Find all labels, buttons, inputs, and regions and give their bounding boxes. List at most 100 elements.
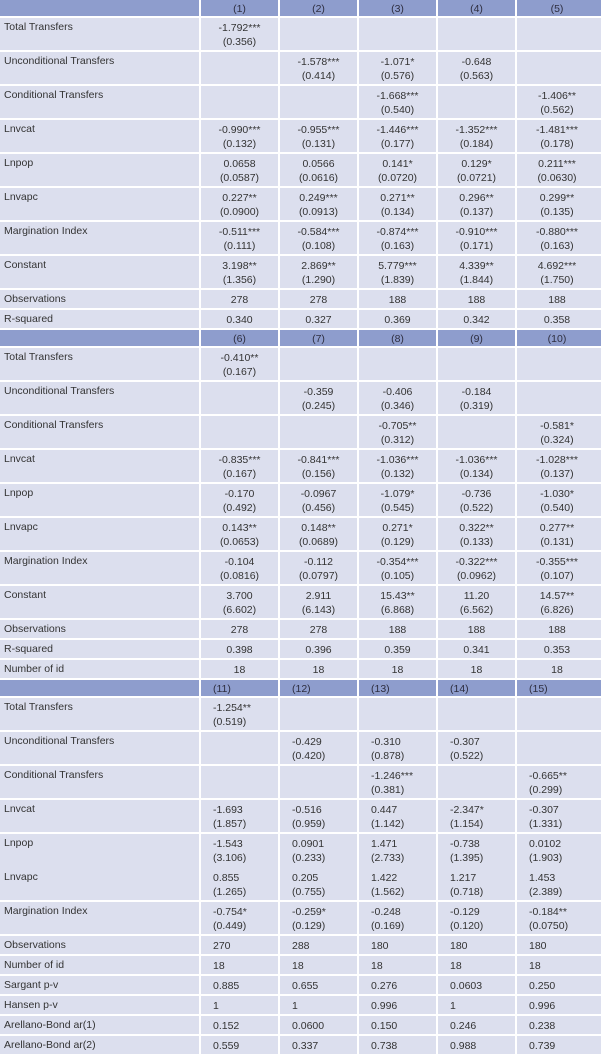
coefficient-value: 270 (213, 940, 231, 952)
table-cell: -1.543 (3.106) (201, 834, 280, 868)
coefficient-value: 0.359 (384, 644, 411, 656)
table-cell: 0.337 (280, 1036, 359, 1054)
coefficient-value: 0.358 (543, 314, 571, 326)
table-cell: 0.0658 (0.0587) (201, 154, 280, 186)
coefficient-value: -0.184 (461, 386, 492, 398)
row-label: Sargant p-v (0, 976, 201, 994)
coefficient-value: 180 (371, 940, 389, 952)
standard-error-value: (1.839) (380, 274, 415, 286)
coefficient-value: 0.141* (382, 158, 413, 170)
table-cell (359, 18, 438, 50)
column-header: (5) (550, 3, 564, 15)
table-cell (201, 86, 280, 118)
table-cell: 0.447 (1.142) (359, 800, 438, 832)
coefficient-value: 0.341 (463, 644, 490, 656)
coefficient-value: 0.342 (463, 314, 490, 326)
table-cell: -0.104 (0.0816) (201, 552, 280, 584)
table-cell: 1.217 (0.718) (438, 868, 517, 900)
table-cell: 0.738 (359, 1036, 438, 1054)
coefficient-value: -0.355*** (535, 556, 579, 568)
table-cell: 15.43** (6.868) (359, 586, 438, 618)
coefficient-value: -1.246*** (371, 770, 414, 782)
table-row: Margination Index -0.104 (0.0816) -0.112 (0.… (0, 552, 601, 586)
column-header-row: (11) (12) (13) (14) (15) (0, 680, 601, 698)
table-cell (280, 416, 359, 448)
coefficient-value: -0.738 (450, 838, 480, 850)
row-label: Number of id (0, 956, 201, 974)
table-cell: -0.584*** (0.108) (280, 222, 359, 254)
row-label: Unconditional Transfers (0, 52, 201, 84)
coefficient-value: -1.079* (380, 488, 415, 500)
table-cell: 0.0901 (0.233) (280, 834, 359, 868)
table-cell: -0.0967 (0.456) (280, 484, 359, 516)
coefficient-value: 18 (371, 960, 383, 972)
coefficient-value: 188 (467, 624, 486, 636)
coefficient-value: -1.071* (380, 56, 415, 68)
table-cell: -1.406** (0.562) (517, 86, 597, 118)
table-cell: -0.665** (0.299) (517, 766, 597, 798)
standard-error-value: (0.167) (222, 366, 257, 378)
table-cell: -0.516 (0.959) (280, 800, 359, 832)
table-cell: -0.581* (0.324) (517, 416, 597, 448)
table-cell: 0.227** (0.0900) (201, 188, 280, 220)
standard-error-value: (0.0720) (377, 172, 418, 184)
coefficient-value: 0.143** (222, 522, 257, 534)
coefficient-value: 0.855 (213, 872, 240, 884)
table-cell: 180 (359, 936, 438, 954)
table-cell: 1 (280, 996, 359, 1014)
table-cell: -0.874*** (0.163) (359, 222, 438, 254)
coefficient-value: -0.170 (224, 488, 255, 500)
coefficient-value: 0.249*** (299, 192, 338, 204)
coefficient-value: 0.885 (213, 980, 240, 992)
header-blank-cell (0, 680, 201, 696)
table-cell: 270 (201, 936, 280, 954)
coefficient-value: 0.152 (213, 1020, 240, 1032)
coefficient-value: 0.996 (529, 1000, 556, 1012)
table-cell: 1.471 (2.733) (359, 834, 438, 868)
table-cell: 0.211*** (0.0630) (517, 154, 597, 186)
table-cell (359, 348, 438, 380)
table-row: Lnvcat -0.990*** (0.132) -0.955*** (0.131) -1… (0, 120, 601, 154)
table-cell: -0.880*** (0.163) (517, 222, 597, 254)
table-cell: -0.406 (0.346) (359, 382, 438, 414)
standard-error-value: (0.156) (301, 468, 336, 480)
coefficient-value: 0.0603 (450, 980, 483, 992)
coefficient-value: 1 (292, 1000, 298, 1012)
row-label: Lnvapc (0, 868, 201, 900)
standard-error-value: (0.108) (301, 240, 336, 252)
table-cell (517, 382, 597, 414)
header-blank-cell (0, 0, 201, 16)
coefficient-value: -0.736 (461, 488, 492, 500)
table-cell: 18 (517, 660, 597, 678)
coefficient-value: -0.322*** (455, 556, 498, 568)
coefficient-value: -0.248 (371, 906, 401, 918)
coefficient-value: 0.0600 (292, 1020, 325, 1032)
standard-error-value: (0.105) (380, 570, 415, 582)
standard-error-value: (0.245) (301, 400, 336, 412)
coefficient-value: 0.0901 (292, 838, 325, 850)
table-cell: -1.079* (0.545) (359, 484, 438, 516)
table-cell: 0.141* (0.0720) (359, 154, 438, 186)
coefficient-value: 18 (391, 664, 404, 676)
table-cell: 0.996 (517, 996, 597, 1014)
standard-error-value: (0.414) (301, 70, 336, 82)
coefficient-value: 188 (548, 624, 566, 636)
coefficient-value: 18 (213, 960, 225, 972)
table-cell: 0.359 (359, 640, 438, 658)
table-cell (280, 698, 359, 730)
table-cell: 0.249*** (0.0913) (280, 188, 359, 220)
coefficient-value: 1 (450, 1000, 456, 1012)
standard-error-value: (0.0616) (298, 172, 339, 184)
table-panel-2: (6) (7) (8) (9) (10) Total Transfers -0.410** (… (0, 330, 601, 680)
table-cell: 188 (517, 620, 597, 638)
table-cell: 0.340 (201, 310, 280, 328)
row-label: Observations (0, 290, 201, 308)
table-cell: -0.738 (1.395) (438, 834, 517, 868)
coefficient-value: 278 (309, 294, 328, 306)
column-header: (8) (359, 330, 438, 346)
table-row: Sargant p-v 0.885 0.655 0.276 0.0603 0.250 (0, 976, 601, 996)
coefficient-value: 180 (529, 940, 547, 952)
standard-error-value: (0.129) (292, 920, 326, 932)
standard-error-value: (2.733) (371, 852, 405, 864)
standard-error-value: (0.178) (540, 138, 574, 150)
